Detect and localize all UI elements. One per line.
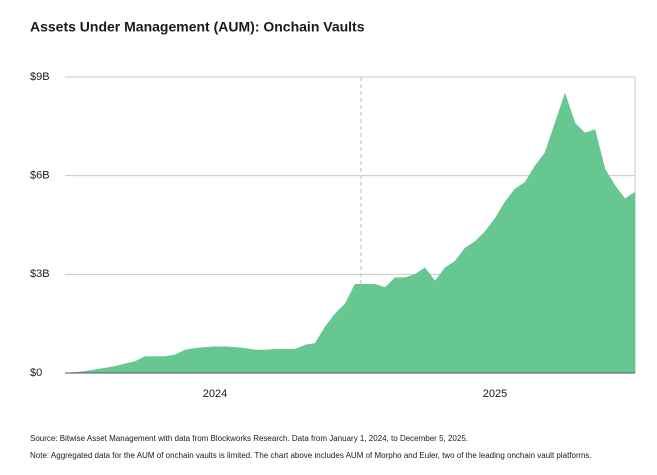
footnote: Note: Aggregated data for the AUM of onc… [30,451,592,460]
y-tick-label: $0 [30,367,42,379]
x-tick-label: 2024 [203,388,227,400]
y-tick-label: $3B [30,268,50,280]
source-note: Source: Bitwise Asset Management with da… [30,434,468,443]
x-tick-label: 2025 [483,388,507,400]
y-tick-label: $9B [30,71,50,83]
area [64,92,636,374]
y-tick-label: $6B [30,170,50,182]
chart-title: Assets Under Management (AUM): Onchain V… [30,19,365,35]
